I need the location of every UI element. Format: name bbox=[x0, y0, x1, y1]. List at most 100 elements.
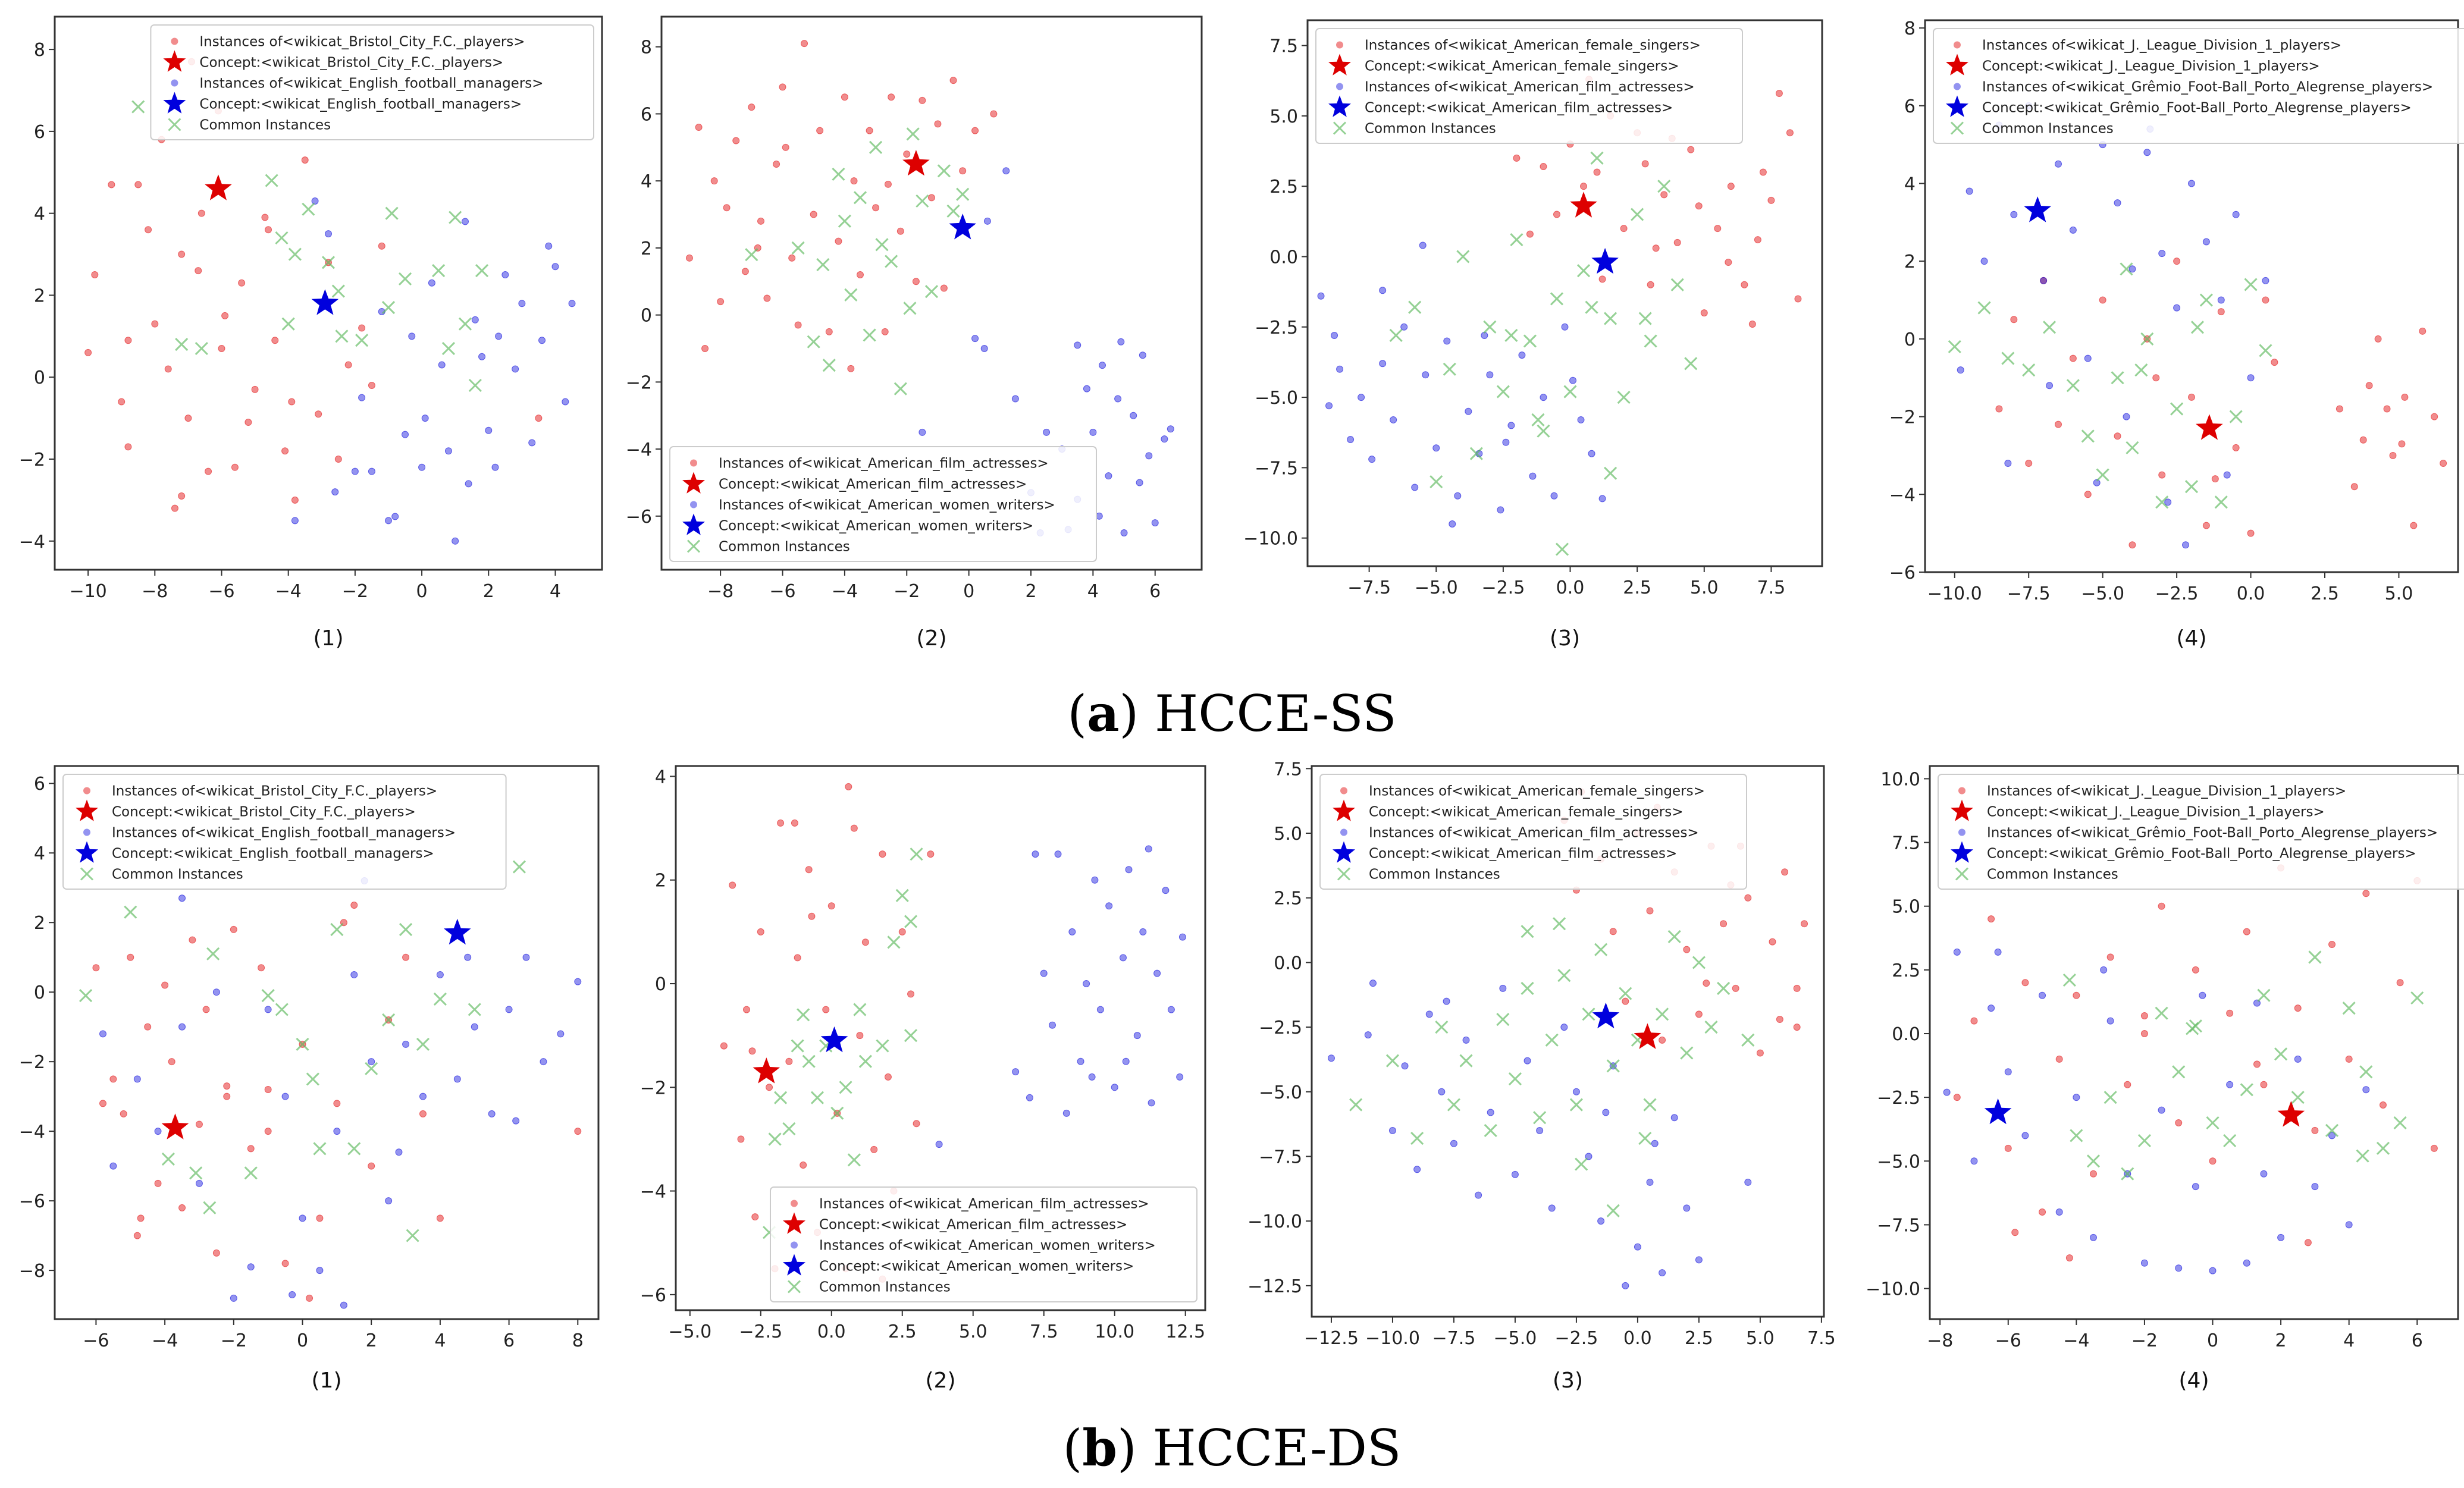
blue-instance-point bbox=[574, 978, 582, 985]
legend-label: Concept:<wikicat_English_football_manage… bbox=[112, 846, 434, 862]
red-instance-point bbox=[127, 953, 134, 961]
red-instance-point bbox=[810, 211, 817, 218]
legend-label: Instances of<wikicat_J._League_Division_… bbox=[1982, 38, 2341, 54]
scatter-panel-b-3: −12.5 −10.0 −7.5 −5.0 −2.5 0.0 2.5 5.0 7.5−12.5−… bbox=[1247, 759, 1836, 1393]
blue-instance-point bbox=[316, 1267, 324, 1274]
red-instance-point bbox=[2253, 1060, 2261, 1068]
common-instance-point bbox=[2170, 402, 2184, 416]
legend-green-x bbox=[1955, 867, 1969, 881]
red-instance-point bbox=[2010, 316, 2018, 324]
blue-instance-point bbox=[1083, 385, 1090, 393]
common-instance-point bbox=[2359, 1065, 2373, 1079]
common-instance-point bbox=[1430, 475, 1443, 489]
blue-instance-point bbox=[971, 335, 979, 343]
y-tick-label: −2.5 bbox=[1877, 1088, 1920, 1109]
blue-instance-point bbox=[983, 217, 991, 225]
legend-green-x bbox=[1337, 867, 1351, 881]
red-instance-point bbox=[912, 278, 920, 285]
blue-instance-point bbox=[1695, 1256, 1703, 1264]
x-tick-label: 2.5 bbox=[888, 1321, 917, 1342]
legend-red-star bbox=[163, 50, 186, 72]
blue-instance-point bbox=[1487, 1109, 1494, 1116]
blue-instance-point bbox=[471, 316, 479, 324]
blue-instance-point bbox=[1943, 1088, 1951, 1096]
red-instance-point bbox=[334, 456, 342, 463]
legend-green-x bbox=[1950, 121, 1964, 135]
red-instance-point bbox=[695, 124, 703, 131]
common-instance-point bbox=[296, 1037, 309, 1051]
common-instance-point bbox=[468, 1003, 481, 1016]
blue-instance-point bbox=[2362, 1086, 2370, 1094]
common-instance-point bbox=[124, 905, 137, 919]
red-instance-point bbox=[723, 204, 731, 212]
common-instance-point bbox=[1575, 1157, 1588, 1171]
panel-title: (4) bbox=[2177, 626, 2207, 651]
common-instance-point bbox=[2140, 332, 2154, 346]
red-instance-point bbox=[2350, 483, 2358, 491]
common-instance-point bbox=[2410, 991, 2424, 1005]
common-instance-point bbox=[281, 317, 295, 331]
red-instance-point bbox=[835, 237, 842, 245]
legend-red-star bbox=[1951, 799, 1973, 821]
y-tick-label: 2.5 bbox=[1269, 177, 1298, 197]
panel-title: (2) bbox=[926, 1368, 956, 1393]
red-instance-point bbox=[1767, 196, 1775, 204]
legend: Instances of<wikicat_Bristol_City_F.C._p… bbox=[150, 24, 594, 140]
red-instance-point bbox=[751, 1213, 759, 1221]
red-instance-point bbox=[1540, 163, 1547, 171]
blue-instance-point bbox=[291, 517, 299, 525]
blue-instance-point bbox=[1347, 436, 1355, 444]
common-instance-point bbox=[1604, 312, 1617, 325]
legend-label: Common Instances bbox=[1369, 867, 1500, 883]
legend-label: Common Instances bbox=[1982, 121, 2114, 137]
blue-instance-point bbox=[1145, 845, 1152, 853]
red-instance-point bbox=[378, 242, 385, 250]
blue-instance-point bbox=[551, 263, 559, 271]
blue-instance-point bbox=[2202, 238, 2210, 246]
blue-concept-star bbox=[2024, 196, 2051, 222]
red-instance-point bbox=[2114, 432, 2121, 440]
common-instance-point bbox=[288, 247, 302, 261]
red-instance-point bbox=[850, 177, 858, 185]
red-instance-point bbox=[779, 83, 786, 91]
red-instance-point bbox=[2011, 1229, 2019, 1236]
red-instance-point bbox=[748, 1047, 756, 1055]
blue-instance-point bbox=[1523, 1057, 1531, 1065]
common-instance-point bbox=[79, 988, 93, 1003]
blue-instance-point bbox=[368, 1058, 375, 1066]
red-instance-point bbox=[2260, 1081, 2268, 1088]
common-instance-point bbox=[2062, 973, 2076, 987]
red-instance-point bbox=[2202, 522, 2210, 529]
red-instance-point bbox=[1646, 907, 1654, 915]
blue-instance-point bbox=[99, 1030, 106, 1038]
blue-instance-point bbox=[1980, 258, 1988, 265]
blue-instance-point bbox=[918, 428, 926, 436]
y-tick-label: 2.5 bbox=[1892, 960, 1920, 981]
blue-instance-point bbox=[2055, 1208, 2063, 1216]
blue-instance-point bbox=[2188, 180, 2195, 187]
x-tick-label: 0 bbox=[963, 581, 974, 602]
red-instance-point bbox=[2398, 440, 2406, 448]
common-instance-point bbox=[1741, 1033, 1755, 1047]
red-concept-star bbox=[753, 1057, 780, 1084]
y-tick-label: 7.5 bbox=[1892, 833, 1920, 854]
blue-instance-point bbox=[2089, 1233, 2097, 1241]
legend-label: Instances of<wikicat_American_film_actre… bbox=[719, 456, 1049, 472]
legend-label: Instances of<wikicat_Bristol_City_F.C._p… bbox=[199, 34, 525, 50]
common-instance-point bbox=[2184, 480, 2199, 494]
x-tick-label: 4 bbox=[1087, 581, 1099, 602]
blue-instance-point bbox=[1670, 1114, 1678, 1122]
red-instance-point bbox=[2069, 354, 2077, 362]
blue-instance-point bbox=[1511, 1170, 1519, 1178]
common-instance-point bbox=[416, 1037, 430, 1051]
common-instance-point bbox=[1670, 278, 1684, 291]
common-instance-point bbox=[468, 378, 482, 393]
legend-red-dot bbox=[171, 37, 178, 45]
blue-instance-point bbox=[2199, 991, 2206, 999]
common-instance-point bbox=[844, 288, 858, 302]
blue-instance-point bbox=[1120, 529, 1128, 536]
y-tick-label: 7.5 bbox=[1269, 36, 1298, 57]
blue-instance-point bbox=[1178, 933, 1186, 941]
red-instance-point bbox=[2243, 928, 2250, 936]
blue-instance-point bbox=[1965, 187, 1973, 195]
